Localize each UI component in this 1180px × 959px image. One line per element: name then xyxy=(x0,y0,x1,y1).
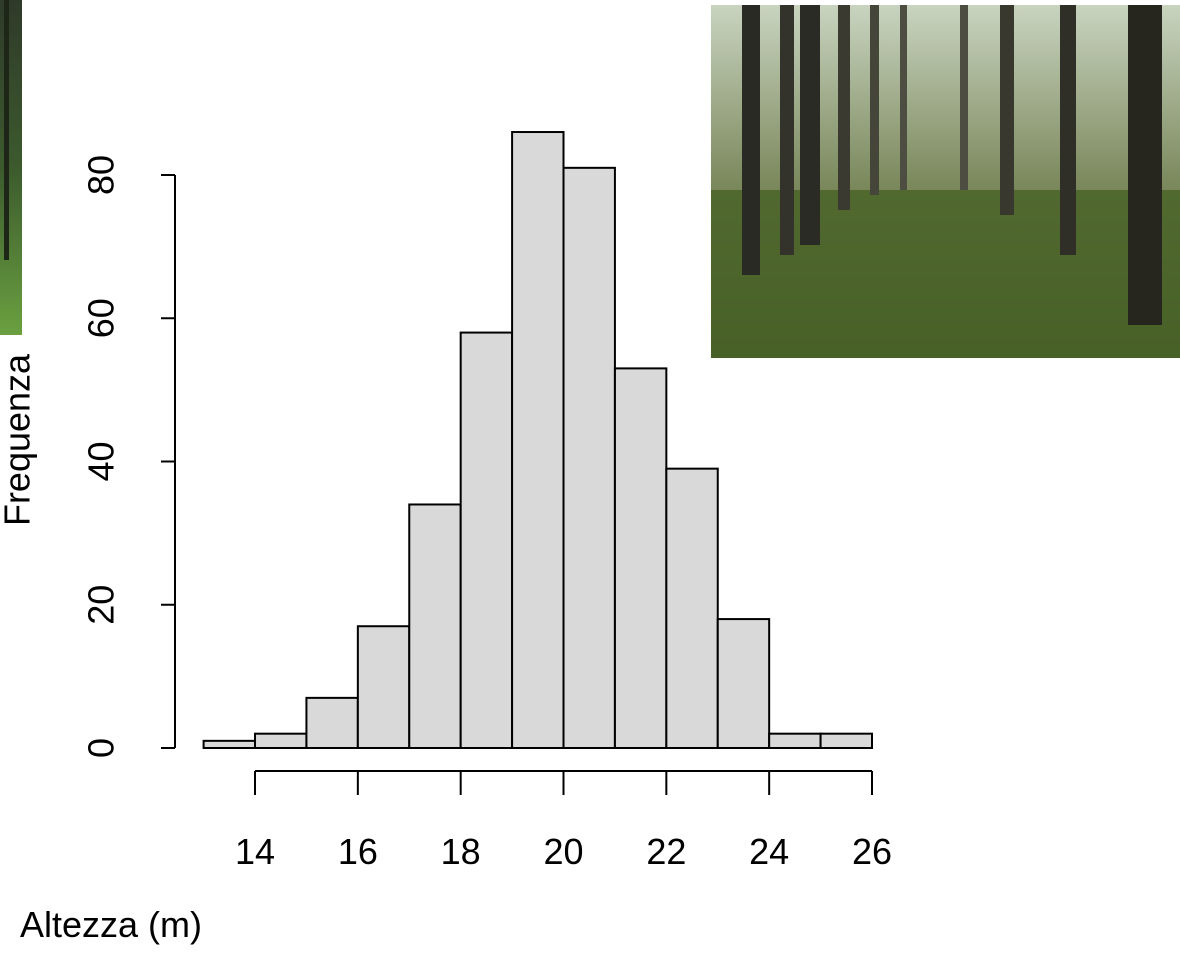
bar xyxy=(665,467,719,749)
y-tick-label: 60 xyxy=(81,298,122,338)
bar xyxy=(716,618,771,750)
y-tick-label: 20 xyxy=(81,585,122,625)
bar xyxy=(562,166,616,749)
x-tick-label: 14 xyxy=(235,831,275,872)
x-axis-label: Altezza (m) xyxy=(20,904,202,945)
bar xyxy=(511,131,565,749)
forest-photo xyxy=(711,5,1180,358)
x-tick-label: 20 xyxy=(543,831,583,872)
y-axis-label: Frequenza xyxy=(0,353,38,526)
left-photo xyxy=(0,0,22,335)
x-tick-label: 24 xyxy=(749,831,789,872)
bar xyxy=(356,625,411,749)
bar xyxy=(202,739,257,750)
y-tick-label: 40 xyxy=(81,441,122,481)
bar xyxy=(768,732,822,749)
y-tick-label: 0 xyxy=(81,738,122,758)
bar xyxy=(408,503,462,749)
x-tick-label: 26 xyxy=(852,831,892,872)
bar xyxy=(305,696,359,749)
bar xyxy=(613,367,668,749)
x-tick-label: 22 xyxy=(646,831,686,872)
bar xyxy=(819,732,873,749)
bar xyxy=(459,331,514,749)
y-tick-label: 80 xyxy=(81,155,122,195)
bar xyxy=(254,732,308,749)
x-tick-label: 16 xyxy=(338,831,378,872)
x-tick-label: 18 xyxy=(441,831,481,872)
